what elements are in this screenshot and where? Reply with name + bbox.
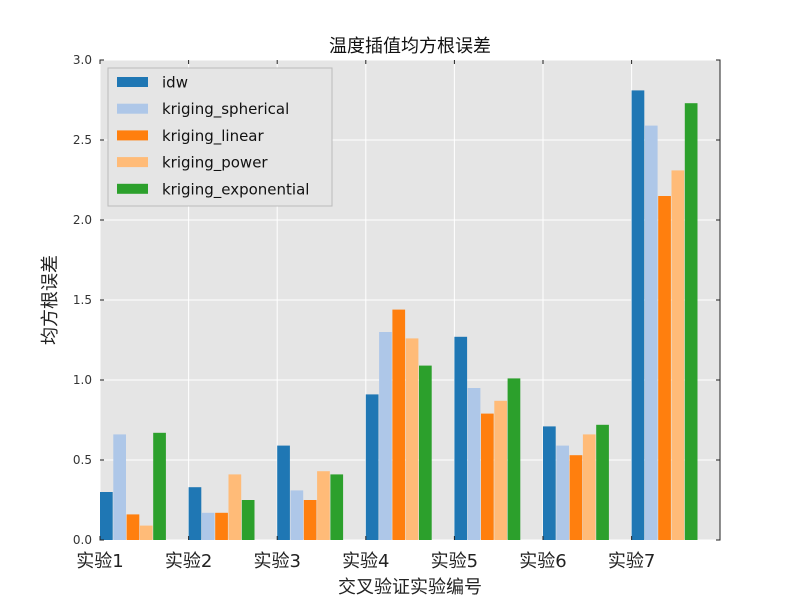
x-tick-label: 实验5 [431, 551, 478, 572]
x-tick-label: 实验4 [342, 551, 389, 572]
bar-idw-3 [277, 445, 290, 540]
y-tick-label: 3.0 [73, 53, 92, 67]
legend-items: idw kriging_spherical kriging_linearkrigin… [117, 74, 309, 199]
bar-kriging_spherical-4 [379, 332, 392, 540]
bar-kriging_linear-2 [215, 512, 228, 540]
bar-idw-7 [631, 90, 645, 541]
bar-idw-1 [100, 492, 113, 540]
bar-kriging_linear-6 [569, 455, 583, 540]
bar-idw-4 [365, 394, 379, 540]
legend-swatch [117, 77, 148, 87]
bar-idw-6 [543, 426, 556, 540]
y-tick-label: 2.5 [73, 133, 92, 147]
bar-kriging_linear-1 [126, 514, 140, 540]
bar-kriging_exponential-5 [507, 378, 521, 540]
legend-label: idw [162, 74, 188, 92]
y-tick-label: 2.0 [73, 213, 92, 227]
legend-swatch [117, 183, 148, 194]
bar-kriging_exponential-1 [153, 432, 166, 540]
legend-label: kriging_power [162, 154, 268, 173]
bar-kriging_spherical-7 [644, 125, 658, 540]
ticks: 0.0 0.5 1.0 1.5 2.0 2.5 3.0 实验1 实验2 实验3 实验4 实验5 实验6 实… [73, 53, 720, 572]
x-tick-label: 实验1 [76, 551, 123, 572]
bar-kriging_power-2 [228, 474, 242, 540]
legend: idw kriging_spherical kriging_linearkrigin… [107, 67, 333, 207]
bar-kriging_power-1 [139, 525, 153, 540]
legend-swatch [117, 157, 148, 168]
y-axis-label: 均方根误差 [40, 255, 61, 345]
bar-kriging_linear-7 [658, 196, 671, 540]
x-tick-label: 实验2 [165, 551, 212, 572]
bar-kriging_power-6 [582, 434, 596, 540]
bar-kriging_spherical-3 [290, 490, 304, 540]
legend-swatch [117, 103, 148, 114]
bar-kriging_power-4 [405, 338, 419, 540]
bar-kriging_linear-3 [303, 500, 317, 540]
bar-kriging_power-7 [671, 170, 685, 540]
chart-title: 温度插值均方根误差 [329, 36, 491, 57]
x-axis-label: 交叉验证实验编号 [338, 577, 482, 598]
bar-kriging_spherical-2 [201, 512, 215, 540]
bar-kriging_exponential-4 [419, 365, 432, 540]
bar-kriging_exponential-2 [241, 500, 255, 540]
bar-kriging_exponential-6 [596, 424, 609, 540]
legend-label: kriging_spherical [162, 100, 289, 119]
y-tick-label: 1.0 [73, 373, 92, 387]
bar-kriging_linear-4 [392, 309, 406, 540]
bar-kriging_power-3 [317, 471, 330, 540]
legend-label: kriging_linear [162, 127, 265, 146]
bar-kriging_linear-5 [481, 413, 494, 540]
bars [100, 90, 698, 541]
x-tick-label: 实验7 [608, 551, 655, 572]
bar-kriging_spherical-1 [113, 434, 126, 540]
bar-kriging_exponential-7 [684, 103, 698, 540]
x-tick-label: 实验6 [519, 551, 566, 572]
bar-idw-2 [188, 487, 202, 540]
legend-label: kriging_exponential [162, 180, 309, 199]
bar-kriging_spherical-6 [556, 445, 569, 540]
bar-kriging_power-5 [494, 400, 507, 540]
y-tick-label: 1.5 [73, 293, 92, 307]
x-tick-label: 实验3 [253, 551, 300, 572]
y-tick-label: 0.0 [73, 533, 92, 547]
y-tick-label: 0.5 [73, 453, 92, 467]
bar-kriging_exponential-3 [330, 474, 344, 540]
bar-idw-5 [454, 336, 468, 540]
bar-kriging_spherical-5 [467, 388, 481, 540]
legend-swatch [117, 130, 148, 141]
